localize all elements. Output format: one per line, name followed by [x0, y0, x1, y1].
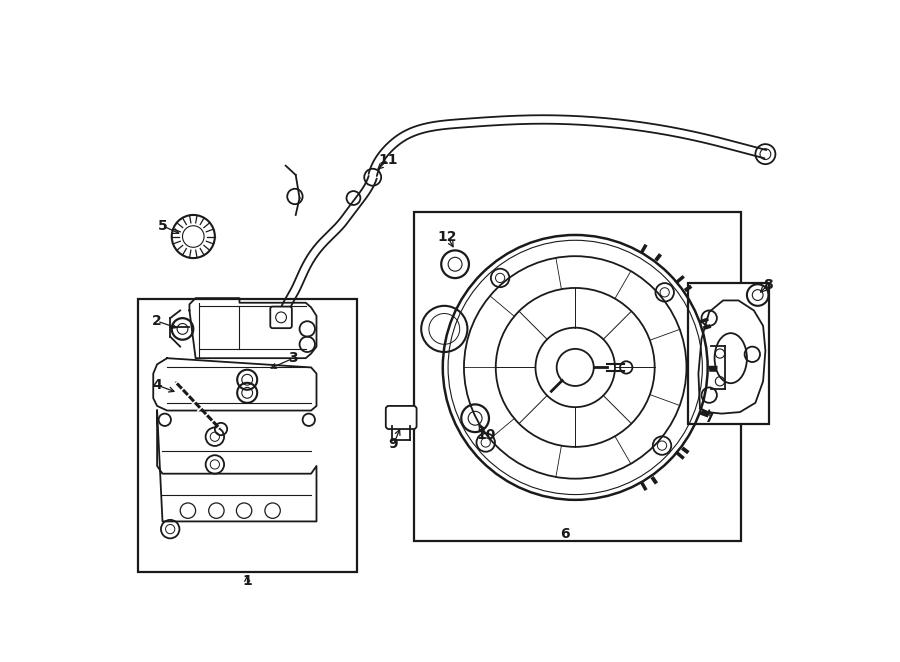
- Text: 3: 3: [289, 351, 298, 365]
- Text: 6: 6: [561, 527, 570, 541]
- Bar: [138, 299, 357, 572]
- Text: 12: 12: [437, 230, 457, 244]
- Text: 2: 2: [152, 314, 162, 328]
- Text: 11: 11: [378, 152, 398, 167]
- Text: 1: 1: [242, 575, 252, 589]
- Bar: [688, 283, 770, 424]
- Text: 5: 5: [158, 218, 167, 233]
- Text: 8: 8: [763, 278, 772, 292]
- Bar: [413, 212, 741, 542]
- Text: 9: 9: [389, 438, 399, 451]
- Text: 4: 4: [152, 378, 162, 392]
- FancyBboxPatch shape: [270, 307, 292, 328]
- Text: 7: 7: [705, 411, 714, 425]
- FancyBboxPatch shape: [386, 406, 417, 429]
- Text: 10: 10: [476, 428, 496, 442]
